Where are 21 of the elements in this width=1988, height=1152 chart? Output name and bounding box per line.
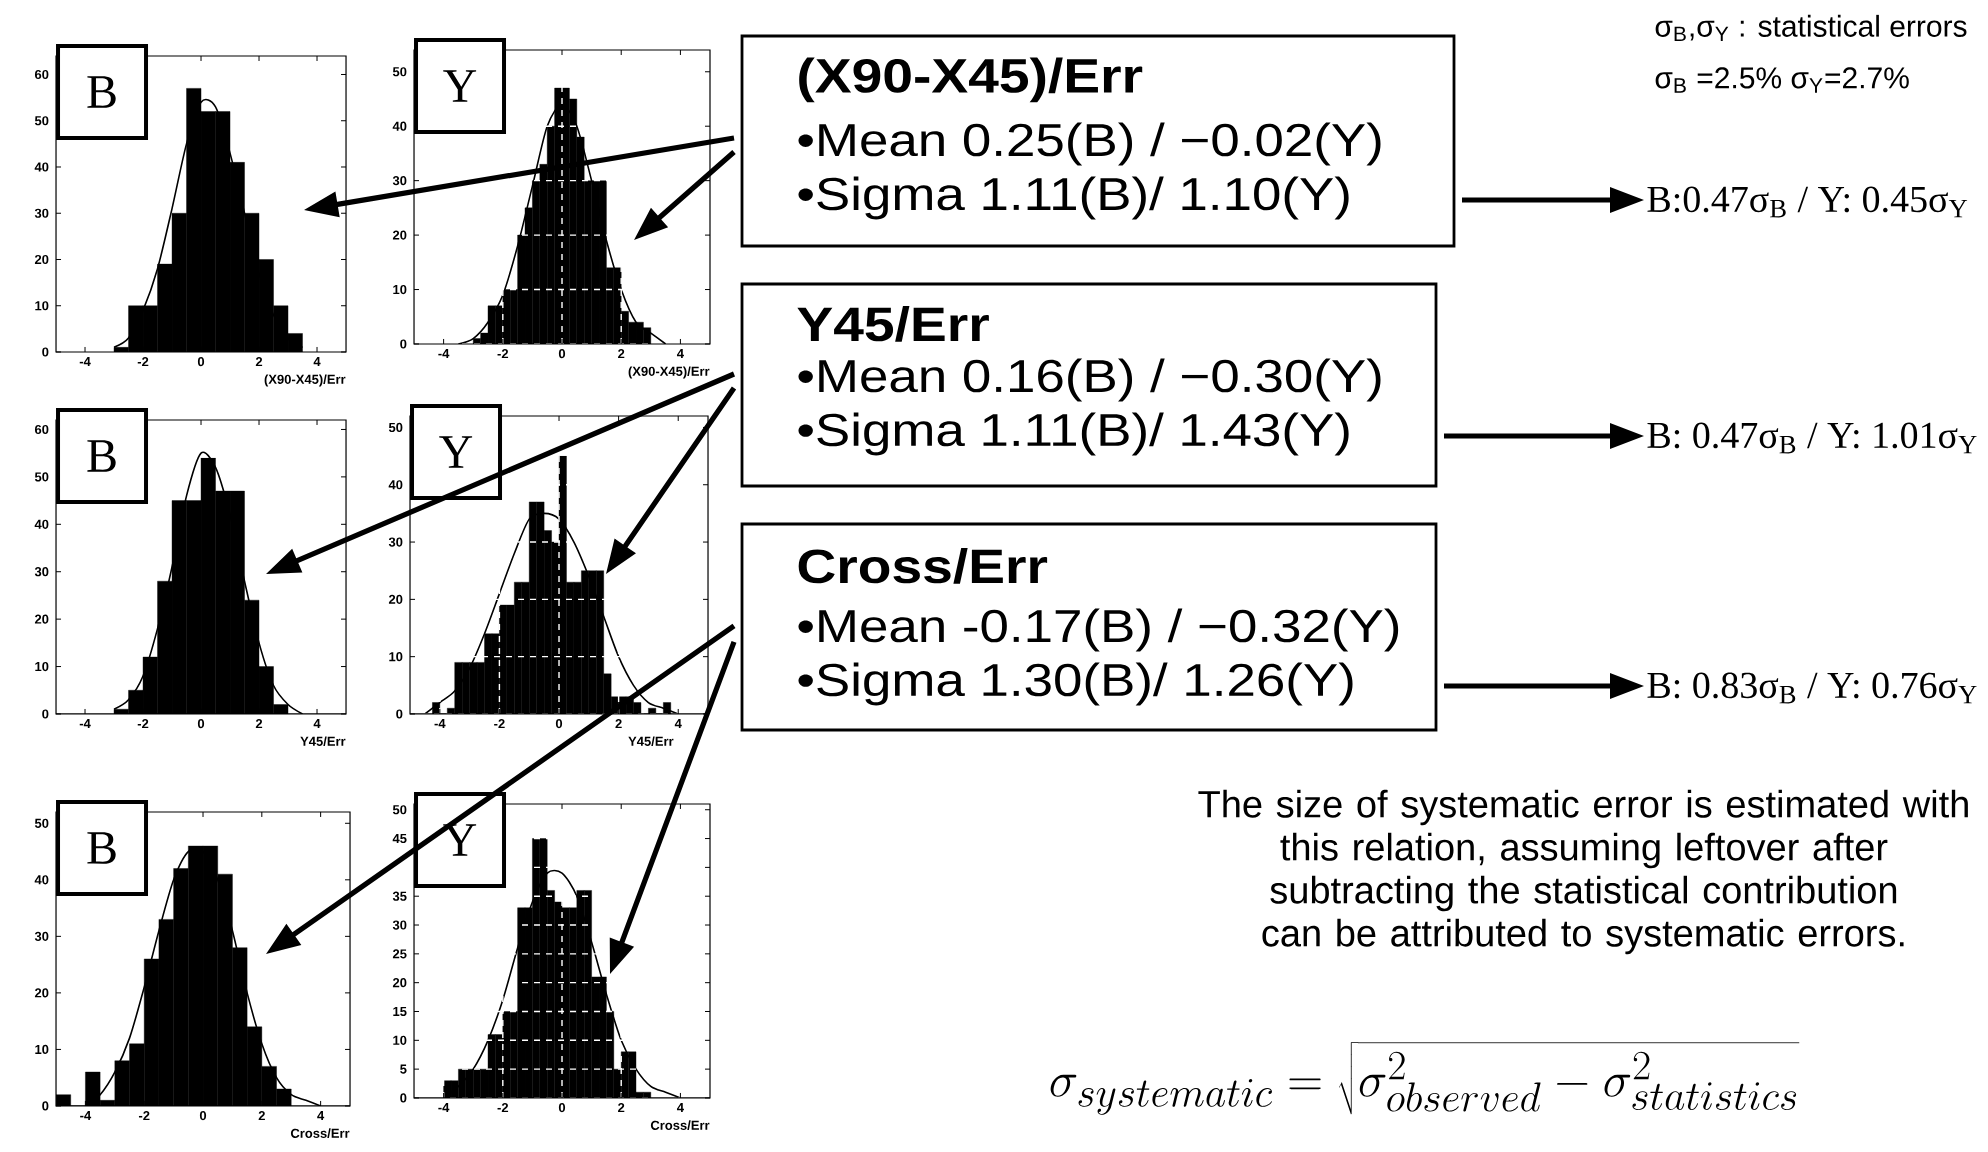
text: σ$_{B}$,σ$_{Y}$ : statistical errors [1655, 14, 1967, 42]
text: •Sigma 1.30(B)/ 1.26(Y) [798, 662, 1353, 706]
text: The size of systematic error is estimated with this relation, assuming leftover after subtracting the statistical contribution can be attributed to systematic errors. [1198, 789, 1968, 955]
chart-title: B [87, 832, 116, 864]
text: B: 0.83σ$_{B}$ / Y: 0.76σ$_{Y}$ [1647, 672, 1977, 704]
text: σ$_{B}$ =2.5% σ$_{Y}$=2.7% [1655, 67, 1909, 93]
text: •Mean 0.16(B) / −0.30(Y) [798, 358, 1381, 402]
text: B: 0.47σ$_{B}$ / Y: 1.01σ$_{Y}$ [1647, 422, 1977, 454]
chart-title: B [87, 76, 116, 108]
chart-title: B [87, 440, 116, 472]
chart-title: Y [439, 436, 473, 468]
text: •Sigma 1.11(B)/ 1.43(Y) [798, 412, 1349, 456]
text: Y45/Err [797, 306, 989, 342]
text: B:0.47σ$_{B}$ / Y: 0.45σ$_{Y}$ [1647, 186, 1968, 218]
text: $\sigma_{systematic}=\sqrt{\sigma_{observed}^{2}-\sigma_{statistics}^{2}}$ [1050, 1042, 1800, 1115]
text: •Mean 0.25(B) / −0.02(Y) [798, 122, 1381, 166]
text: Cross/Err [798, 548, 1048, 584]
chart-title: Y [443, 70, 477, 102]
text: •Sigma 1.11(B)/ 1.10(Y) [798, 176, 1349, 220]
text: •Mean -0.17(B) / −0.32(Y) [798, 608, 1399, 652]
text: (X90-X45)/Err [799, 57, 1143, 103]
